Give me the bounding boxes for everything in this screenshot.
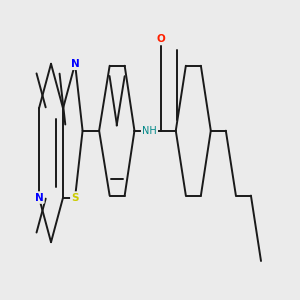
Text: N: N (34, 193, 43, 202)
Text: S: S (71, 193, 79, 202)
Text: NH: NH (142, 126, 157, 136)
Text: N: N (71, 59, 80, 69)
Text: O: O (156, 34, 165, 44)
